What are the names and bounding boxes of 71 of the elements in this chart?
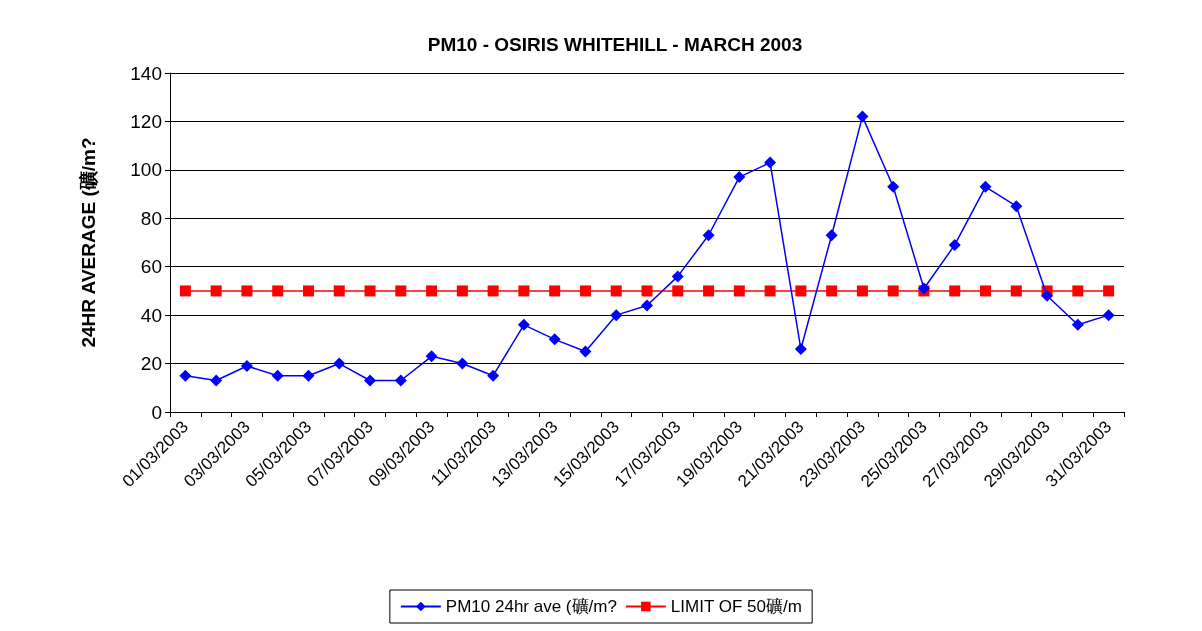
point: [579, 345, 592, 358]
point: [456, 285, 468, 297]
y-tick-label: 120: [130, 110, 162, 132]
y-tick-label: 80: [140, 207, 162, 229]
point: [333, 285, 345, 297]
y-tick-label: 140: [130, 62, 162, 84]
point: [241, 285, 253, 297]
point: [702, 229, 715, 242]
point: [733, 171, 746, 184]
point: [887, 180, 900, 193]
point: [671, 270, 684, 283]
point: [210, 374, 223, 387]
point: [1041, 289, 1054, 302]
point: [826, 285, 838, 297]
point: [641, 299, 653, 312]
point: [179, 285, 191, 297]
point: [302, 369, 315, 382]
point: [1103, 285, 1115, 297]
point: [856, 110, 869, 123]
point: [764, 156, 777, 169]
point: [394, 374, 407, 387]
point: [240, 359, 253, 372]
point: [579, 285, 591, 297]
point: [610, 285, 622, 297]
point: [979, 180, 992, 193]
point: [980, 285, 992, 297]
point: [703, 285, 715, 297]
point: [794, 343, 807, 356]
y-axis-title: 24HR AVERAGE (礦/m?: [78, 137, 99, 348]
point: [549, 285, 561, 297]
point: [272, 285, 284, 297]
point: [548, 333, 561, 346]
point: [610, 309, 623, 322]
point: [487, 285, 499, 297]
point: [395, 285, 407, 297]
point: [302, 285, 314, 297]
point: [856, 285, 868, 297]
y-tick-label: 100: [130, 159, 162, 181]
point: [517, 318, 530, 331]
legend-label: PM10 24hr ave (礦/m?: [445, 597, 617, 616]
point: [179, 369, 192, 382]
point: [271, 369, 284, 382]
point: [425, 350, 438, 363]
point: [333, 357, 346, 370]
y-tick-label: 0: [151, 401, 162, 423]
point: [825, 229, 838, 242]
point: [456, 357, 469, 370]
y-tick-label: 60: [140, 256, 162, 278]
point: [364, 285, 376, 297]
point: [364, 374, 377, 387]
point: [948, 238, 961, 251]
point: [795, 285, 807, 297]
point: [487, 369, 500, 382]
point: [1102, 309, 1115, 322]
point: [210, 285, 222, 297]
legend-label: LIMIT OF 50礦/m: [670, 597, 802, 616]
point: [1071, 318, 1084, 331]
y-tick-label: 40: [140, 304, 162, 326]
point: [1010, 200, 1023, 213]
y-tick-label: 20: [140, 353, 162, 375]
point: [733, 285, 745, 297]
point: [672, 285, 684, 297]
point: [518, 285, 530, 297]
point: [887, 285, 899, 297]
point: [1072, 285, 1084, 297]
chart-title: PM10 - OSIRIS WHITEHILL - MARCH 2003: [427, 34, 803, 55]
point: [949, 285, 961, 297]
point: [1010, 285, 1022, 297]
point: [426, 285, 438, 297]
point: [641, 285, 653, 297]
point: [764, 285, 776, 297]
